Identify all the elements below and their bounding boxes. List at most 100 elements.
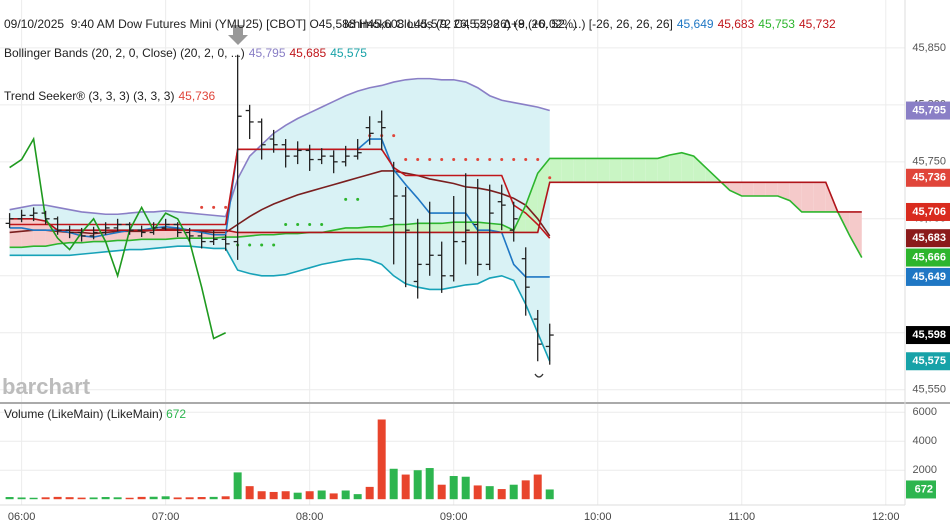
cloud-fill xyxy=(741,182,754,197)
price-badge xyxy=(906,202,950,221)
volume-bar xyxy=(65,497,74,500)
volume-bar xyxy=(233,472,242,500)
price-badge-label: 45,598 xyxy=(912,329,946,341)
cloud-fill xyxy=(585,158,598,183)
cloud-fill xyxy=(9,218,22,248)
volume-bar xyxy=(209,496,218,500)
indicator-line xyxy=(9,77,550,218)
cloud-fill xyxy=(813,182,826,212)
x-tick-label: 10:00 xyxy=(584,511,612,523)
cloud-fill xyxy=(669,152,682,183)
indicator-dot xyxy=(476,158,480,162)
indicator-dot xyxy=(404,158,408,162)
volume-bar xyxy=(17,497,26,500)
price-badge-label: 45,706 xyxy=(912,206,946,218)
price-badge-label: 45,666 xyxy=(912,251,946,263)
x-tick-label: 06:00 xyxy=(8,511,36,523)
volume-bar xyxy=(449,476,458,500)
volume-bar xyxy=(461,476,470,500)
volume-bar xyxy=(113,497,122,500)
cloud-fill xyxy=(849,211,862,258)
y-tick-label: 2000 xyxy=(913,464,937,476)
price-badge xyxy=(906,267,950,286)
volume-bar xyxy=(269,491,278,500)
cloud-fill xyxy=(345,227,358,233)
volume-bar xyxy=(509,484,518,500)
volume-bar xyxy=(5,497,14,500)
price-badge xyxy=(906,326,950,345)
cloud-fill xyxy=(801,182,814,212)
legend-ichimoku: Ichimoku Clouds (9, 26, 52, 26) (9, 26, … xyxy=(344,17,836,32)
cloud-fill xyxy=(225,230,238,238)
legend-value: 45,795 xyxy=(248,45,286,60)
price-badge-label: 45,575 xyxy=(912,355,946,367)
indicator-line xyxy=(9,151,863,258)
y-tick-label: 4000 xyxy=(913,435,937,447)
indicator-dot xyxy=(548,176,552,180)
indicator-dot xyxy=(212,205,216,209)
legend: 09/10/2025 9:40 AM Dow Futures Mini (YMU… xyxy=(4,2,836,118)
cloud-fill xyxy=(549,158,562,183)
cloud-fill xyxy=(597,158,610,183)
volume-bar xyxy=(485,486,494,500)
volume-bar xyxy=(221,496,230,500)
price-badge xyxy=(906,101,950,120)
cloud-fill xyxy=(765,182,778,197)
legend-value: 672 xyxy=(166,407,187,421)
indicator-line xyxy=(9,170,551,237)
price-badge xyxy=(906,168,950,187)
volume-bar xyxy=(125,497,134,500)
volume-bar xyxy=(77,497,86,500)
cloud-fill xyxy=(393,224,406,233)
indicator-dot xyxy=(524,158,528,162)
indicator-dot xyxy=(224,205,228,209)
indicator-dot xyxy=(512,158,516,162)
legend-label: Bollinger Bands (20, 2, 0, Close) (20, 2… xyxy=(4,45,245,60)
volume-bar xyxy=(89,497,98,500)
price-badge xyxy=(906,352,950,371)
cloud-fill xyxy=(573,158,586,183)
cloud-fill xyxy=(789,182,802,212)
volume-bar xyxy=(305,491,314,500)
indicator-dot xyxy=(308,223,312,227)
cloud-fill xyxy=(753,182,766,197)
indicator-dot xyxy=(440,158,444,162)
indicator-dot xyxy=(284,223,288,227)
legend-volume: Volume (LikeMain) (LikeMain) 672 xyxy=(4,407,186,421)
volume-bar xyxy=(437,484,446,500)
x-tick-label: 08:00 xyxy=(296,511,324,523)
volume-bar xyxy=(497,489,506,500)
price-badge xyxy=(906,229,950,248)
indicator-dot xyxy=(488,158,492,162)
cloud-fill xyxy=(693,156,706,183)
cloud-fill xyxy=(45,221,58,247)
indicator-dot xyxy=(356,197,360,201)
legend-value: 45,575 xyxy=(330,45,367,60)
x-tick-label: 09:00 xyxy=(440,511,468,523)
volume-bar xyxy=(389,468,398,500)
cloud-fill xyxy=(525,173,538,233)
price-badge-label: 45,649 xyxy=(912,271,946,283)
price-badge-label: 45,736 xyxy=(912,172,946,184)
x-tick-label: 07:00 xyxy=(152,511,180,523)
cloud-fill xyxy=(33,218,46,247)
indicator-dot xyxy=(416,158,420,162)
volume-bar xyxy=(533,474,542,500)
volume-bar xyxy=(293,492,302,500)
event-arrow xyxy=(228,25,248,45)
indicator-dot xyxy=(248,243,252,247)
cloud-fill xyxy=(657,154,670,183)
legend-label: Trend Seeker® (3, 3, 3) (3, 3, 3) xyxy=(4,89,175,103)
volume-bar xyxy=(545,489,554,500)
volume-bar xyxy=(377,419,386,500)
cloud-fill xyxy=(453,222,466,233)
axes: 06:00 07:00 08:00 09:00 10:00 11:00 12:00 45,55… xyxy=(8,42,950,523)
y-tick-label: 45,550 xyxy=(912,384,946,396)
volume-bar xyxy=(353,494,362,500)
volume-bar xyxy=(161,496,170,500)
cloud-fill xyxy=(729,182,742,197)
cloud-fill xyxy=(561,158,574,183)
header-text: 09/10/2025 9:40 AM Dow Futures Mini (YMU… xyxy=(4,16,577,31)
indicator-dot xyxy=(428,158,432,162)
